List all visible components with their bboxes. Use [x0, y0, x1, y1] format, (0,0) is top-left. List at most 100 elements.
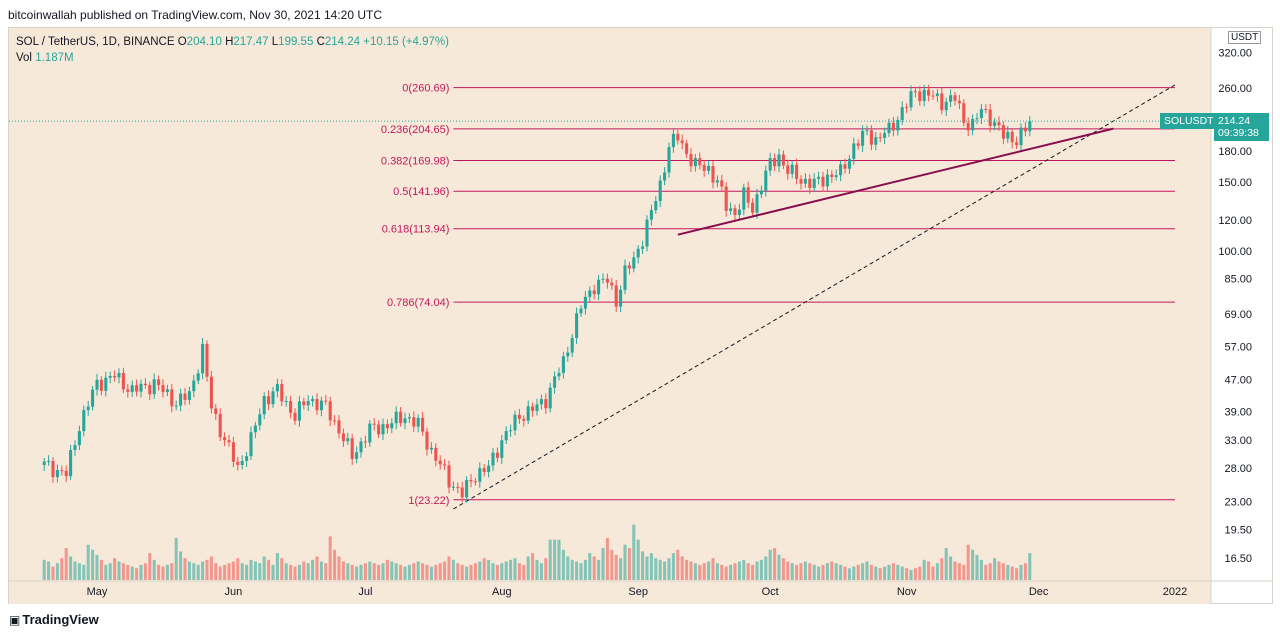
candle-body [1019, 127, 1023, 146]
candle-body [707, 165, 711, 171]
legend-low: 199.55 [278, 36, 314, 48]
volume-bar [671, 553, 675, 580]
x-tick-label: Oct [762, 586, 779, 598]
volume-bar [790, 563, 794, 580]
volume-bar [1019, 564, 1023, 580]
candle-body [500, 440, 504, 458]
volume-bar [891, 563, 895, 580]
y-tick-label: 85.00 [1224, 274, 1252, 286]
volume-bar [271, 564, 275, 580]
candle-body [905, 107, 909, 109]
candle-body [588, 290, 592, 297]
volume-bar [808, 563, 812, 580]
candle-body [143, 383, 147, 386]
candle-body [658, 180, 662, 202]
candle-body [931, 95, 935, 97]
candle-body [192, 380, 196, 392]
candle-body [311, 399, 315, 402]
volume-bar [861, 563, 865, 580]
volume-bar [196, 564, 200, 580]
legend-high: 217.47 [233, 36, 269, 48]
x-tick-label: Jul [358, 586, 372, 598]
candle-body [601, 278, 605, 280]
candle-body [240, 460, 244, 465]
volume-bar [73, 561, 77, 580]
volume-bar [557, 539, 561, 580]
candle-body [289, 401, 293, 413]
candle-body [843, 164, 847, 169]
candle-body [522, 418, 526, 421]
volume-bar [764, 556, 768, 580]
volume-bar [799, 563, 803, 580]
volume-bar [913, 568, 917, 580]
volume-bar [610, 549, 614, 580]
volume-bar [605, 538, 609, 580]
candle-body [746, 187, 750, 203]
candle-body [878, 137, 882, 139]
volume-bar [227, 563, 231, 580]
candle-body [984, 109, 988, 111]
volume-bar [51, 566, 55, 580]
volume-bar [614, 554, 618, 580]
candle-body [236, 461, 240, 465]
candle-body [896, 119, 900, 131]
volume-bar [113, 558, 117, 580]
volume-bar [504, 561, 508, 580]
volume-bar [887, 564, 891, 580]
volume-bar [425, 564, 429, 580]
candle-body [711, 165, 715, 183]
candle-body [495, 452, 499, 458]
volume-bar [997, 561, 1001, 580]
volume-bar [135, 568, 139, 580]
chart-background [9, 28, 1211, 604]
volume-bar [394, 563, 398, 580]
volume-bar [130, 566, 134, 580]
candle-body [1023, 127, 1027, 132]
volume-bar [509, 559, 513, 580]
volume-bar [962, 564, 966, 580]
volume-bar [447, 556, 451, 580]
volume-bar [993, 558, 997, 580]
volume-bar [249, 559, 253, 580]
candle-body [852, 143, 856, 159]
candle-body [157, 379, 161, 386]
legend-change: +10.15 (+4.97%) [363, 36, 449, 48]
volume-bar [918, 566, 922, 580]
volume-bar [517, 563, 521, 580]
candle-body [355, 452, 359, 459]
tradingview-logo[interactable]: ▣ TradingView [9, 612, 99, 627]
volume-bar [597, 559, 601, 580]
candle-body [825, 174, 829, 187]
volume-bar [874, 566, 878, 580]
candle-body [790, 164, 794, 174]
volume-bar [935, 563, 939, 580]
price-tag-countdown: 09:39:38 [1218, 127, 1259, 140]
volume-bar [953, 561, 957, 580]
candle-body [170, 389, 174, 407]
candle-body [535, 404, 539, 411]
volume-bar [381, 563, 385, 580]
volume-bar [553, 539, 557, 580]
candle-body [799, 179, 803, 184]
candle-body [979, 109, 983, 119]
volume-bar [355, 566, 359, 580]
candle-body [152, 379, 156, 395]
volume-bar [654, 558, 658, 580]
volume-bar [385, 559, 389, 580]
candle-body [953, 95, 957, 101]
volume-bar [315, 556, 319, 580]
candle-body [971, 119, 975, 131]
candle-body [421, 417, 425, 432]
volume-bar [262, 556, 266, 580]
candle-body [610, 282, 614, 286]
volume-bar [372, 563, 376, 580]
volume-bar [733, 563, 737, 580]
candle-body [165, 389, 169, 392]
volume-bar [896, 564, 900, 580]
volume-bar [830, 561, 834, 580]
candle-body [689, 154, 693, 167]
candle-body [372, 423, 376, 425]
currency-label[interactable]: USDT [1228, 31, 1262, 44]
fib-level-label: 0.382(169.98) [381, 156, 450, 168]
